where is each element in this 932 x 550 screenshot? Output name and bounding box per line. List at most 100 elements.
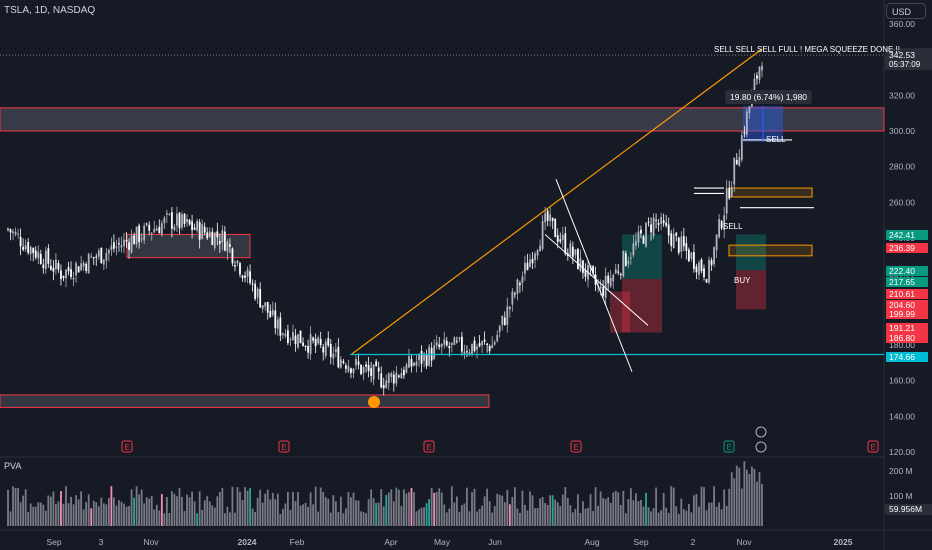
volume-bar [718, 502, 721, 526]
volume-bar [428, 499, 431, 526]
earnings-marker-label: E [125, 443, 130, 452]
volume-bar [229, 512, 231, 526]
countdown: 05:37:09 [889, 60, 921, 69]
candle-body [150, 232, 153, 234]
volume-bar [191, 491, 193, 526]
candle-body [34, 250, 37, 258]
volume-bar [619, 504, 622, 526]
candle-body [342, 361, 345, 363]
candle-body [201, 224, 204, 239]
candle-body [319, 338, 322, 346]
volume-bar [382, 506, 385, 526]
volume-bar [423, 507, 425, 526]
candle-body [655, 219, 657, 221]
candle-body [186, 218, 188, 223]
candle-body [251, 283, 254, 285]
candle-body [501, 315, 504, 325]
candle-body [410, 359, 413, 367]
volume-bar [153, 509, 156, 526]
volume-bar [87, 494, 90, 526]
volume-bar [62, 503, 65, 526]
volume-bar [476, 511, 478, 526]
buy-label: BUY [734, 276, 751, 285]
volume-bar [761, 483, 763, 526]
volume-bar [420, 507, 423, 526]
candle-body [259, 289, 262, 308]
candle-body [218, 240, 221, 244]
volume-bar [44, 510, 47, 526]
volume-bar [587, 507, 589, 526]
volume-bar [710, 502, 713, 526]
volume-bar [534, 508, 536, 526]
candle-body [481, 341, 483, 346]
volume-bar [24, 489, 27, 526]
candle-body [385, 380, 388, 388]
candle-body [392, 374, 395, 384]
volume-current-tag [885, 504, 932, 515]
candle-body [382, 384, 385, 389]
candle-body [448, 346, 451, 349]
candle-body [650, 224, 652, 233]
candle-body [115, 246, 118, 248]
volume-bar [367, 499, 370, 526]
volume-bar [463, 503, 466, 526]
volume-bar [201, 509, 204, 526]
volume-bar [150, 495, 153, 526]
candle-body [123, 239, 125, 247]
candle-body [130, 235, 133, 253]
volume-bar [526, 510, 529, 526]
candle-body [176, 213, 178, 226]
volume-bar [521, 490, 524, 526]
volume-bar [39, 502, 42, 526]
volume-bar [183, 510, 186, 526]
candle-body [113, 242, 115, 249]
candle-body [471, 343, 473, 355]
volume-bar [171, 491, 173, 526]
volume-bar [107, 498, 110, 526]
volume-bar [19, 502, 22, 526]
candle-body [592, 266, 594, 273]
volume-bar [418, 509, 420, 526]
volume-bar [645, 492, 647, 526]
candle-body [627, 261, 630, 264]
volume-bar [708, 502, 710, 526]
volume-bar [453, 502, 456, 526]
candle-body [118, 243, 120, 245]
candle-body [44, 250, 47, 270]
volume-bar [289, 509, 292, 526]
volume-bar [148, 498, 151, 526]
time-axis-label: 3 [99, 537, 104, 547]
currency-button[interactable]: USD [886, 3, 926, 19]
candle-body [531, 258, 534, 264]
volume-bar [244, 487, 246, 526]
indicator-label[interactable]: PVA [4, 461, 22, 471]
candle-body [443, 339, 446, 345]
volume-bar [481, 505, 483, 526]
volume-bar [254, 512, 257, 526]
candle-body [60, 270, 62, 280]
candle-body [453, 337, 456, 346]
candle-body [105, 252, 108, 261]
volume-bar [720, 509, 723, 526]
candle-body [206, 232, 209, 239]
sell-label-2: SELL [723, 222, 743, 231]
volume-bar [32, 506, 35, 526]
candle-body [9, 229, 12, 233]
lightning-icon [755, 441, 767, 453]
volume-bar [584, 508, 587, 526]
candle-body [695, 266, 698, 273]
volume-bar [556, 502, 559, 526]
candle-body [339, 359, 342, 368]
volume-bar [223, 513, 226, 526]
volume-bar [529, 491, 531, 526]
candle-body [125, 239, 128, 242]
candle-body [496, 335, 499, 342]
volume-bar [284, 503, 287, 526]
candle-body [19, 236, 22, 247]
volume-bar [92, 500, 95, 526]
candle-body [362, 367, 365, 374]
volume-bar [70, 496, 72, 526]
symbol-title[interactable]: TSLA, 1D, NASDAQ [4, 5, 96, 16]
volume-bar [34, 506, 37, 526]
